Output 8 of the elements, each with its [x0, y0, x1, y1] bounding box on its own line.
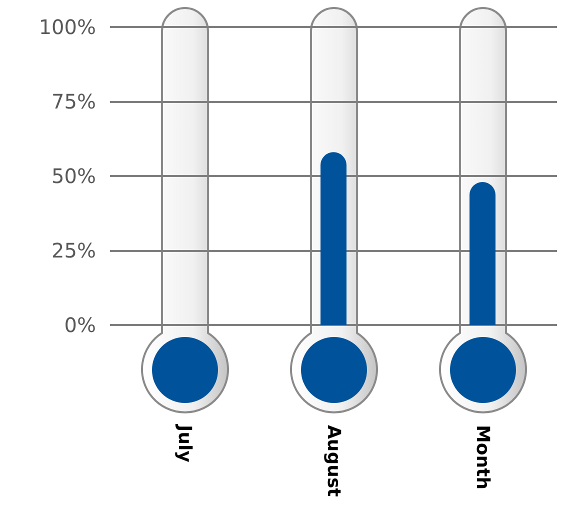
- x-tick-label: Month: [472, 425, 493, 490]
- x-tick-label: August: [323, 425, 344, 498]
- y-tick-label: 25%: [52, 238, 96, 262]
- y-tick-label: 75%: [52, 90, 96, 114]
- y-tick-label: 0%: [64, 313, 96, 337]
- x-tick-label: July: [174, 423, 195, 463]
- y-tick-label: 50%: [52, 164, 96, 188]
- y-tick-label: 100%: [38, 15, 96, 39]
